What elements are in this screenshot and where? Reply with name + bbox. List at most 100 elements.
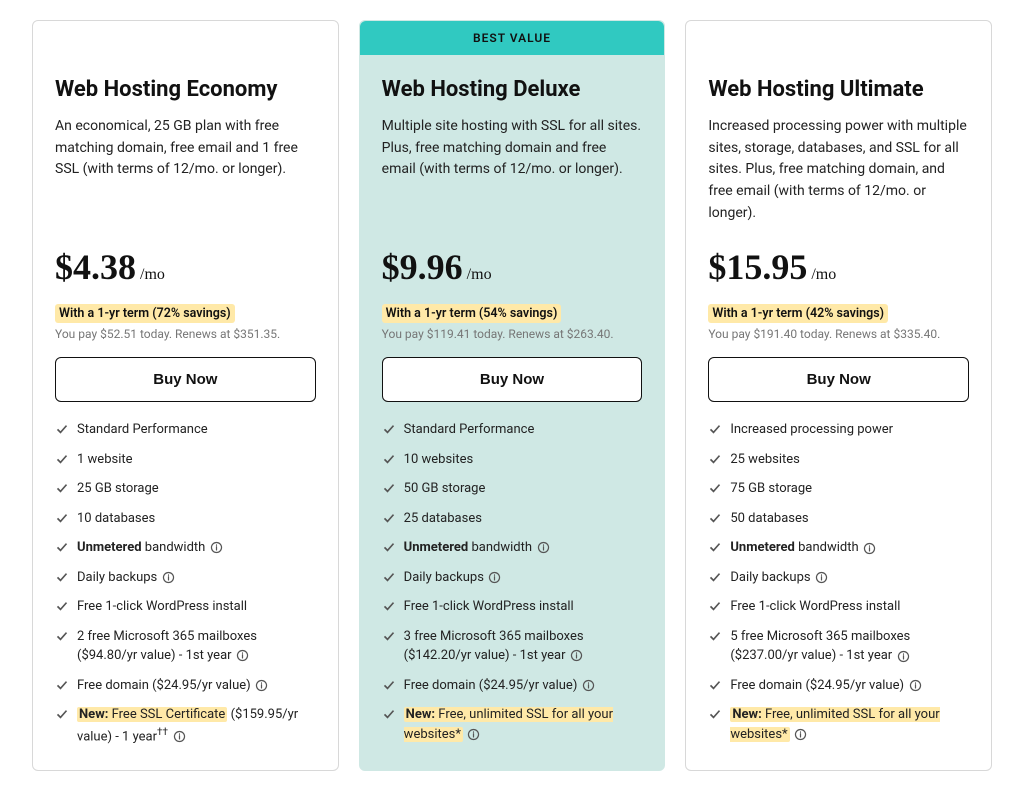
feature-item: New: Free, unlimited SSL for all your we… (382, 705, 643, 744)
plan-description: Multiple site hosting with SSL for all s… (382, 116, 643, 224)
info-icon[interactable] (536, 541, 550, 555)
info-icon[interactable] (172, 729, 186, 743)
check-icon (382, 707, 396, 721)
plan-card-ultimate: BEST VALUEWeb Hosting UltimateIncreased … (685, 20, 992, 771)
renew-text: You pay $52.51 today. Renews at $351.35. (55, 327, 316, 341)
check-icon (55, 452, 69, 466)
buy-now-button[interactable]: Buy Now (708, 357, 969, 402)
price-unit: /mo (140, 266, 165, 284)
feature-text: 3 free Microsoft 365 mailboxes ($142.20/… (404, 627, 643, 666)
feature-item: 10 websites (382, 450, 643, 470)
check-icon (708, 481, 722, 495)
feature-text: Free 1-click WordPress install (77, 597, 247, 617)
feature-item: Daily backups (708, 568, 969, 588)
feature-item: 50 databases (708, 509, 969, 529)
check-icon (55, 422, 69, 436)
feature-text: Daily backups (730, 568, 828, 588)
check-icon (708, 570, 722, 584)
plan-description: Increased processing power with multiple… (708, 116, 969, 224)
feature-item: 75 GB storage (708, 479, 969, 499)
plan-title: Web Hosting Economy (55, 77, 316, 102)
check-icon (382, 422, 396, 436)
feature-item: Daily backups (55, 568, 316, 588)
check-icon (708, 629, 722, 643)
info-icon[interactable] (236, 649, 250, 663)
plan-description: An economical, 25 GB plan with free matc… (55, 116, 316, 224)
price-amount: $15.95 (708, 246, 807, 288)
info-icon[interactable] (488, 570, 502, 584)
info-icon[interactable] (794, 728, 808, 742)
check-icon (708, 599, 722, 613)
feature-item: Free 1-click WordPress install (708, 597, 969, 617)
plan-card-economy: BEST VALUEWeb Hosting EconomyAn economic… (32, 20, 339, 771)
feature-item: Free domain ($24.95/yr value) (382, 676, 643, 696)
feature-item: 2 free Microsoft 365 mailboxes ($94.80/y… (55, 627, 316, 666)
feature-item: Free domain ($24.95/yr value) (708, 676, 969, 696)
price-amount: $4.38 (55, 246, 136, 288)
feature-item: New: Free SSL Certificate ($159.95/yr va… (55, 705, 316, 746)
feature-text: New: Free, unlimited SSL for all your we… (730, 705, 969, 744)
info-icon[interactable] (161, 570, 175, 584)
check-icon (382, 678, 396, 692)
price-unit: /mo (467, 266, 492, 284)
info-icon[interactable] (863, 541, 877, 555)
info-icon[interactable] (255, 678, 269, 692)
feature-text: 50 databases (730, 509, 808, 529)
info-icon[interactable] (908, 679, 922, 693)
renew-text: You pay $191.40 today. Renews at $335.40… (708, 327, 969, 341)
feature-text: Free 1-click WordPress install (730, 597, 900, 617)
feature-text: Unmetered bandwidth (730, 538, 876, 558)
check-icon (55, 570, 69, 584)
price-unit: /mo (811, 266, 836, 284)
feature-text: 2 free Microsoft 365 mailboxes ($94.80/y… (77, 627, 316, 666)
feature-item: Unmetered bandwidth (382, 538, 643, 558)
check-icon (382, 570, 396, 584)
check-icon (55, 481, 69, 495)
check-icon (708, 452, 722, 466)
feature-text: 10 websites (404, 450, 474, 470)
info-icon[interactable] (467, 727, 481, 741)
feature-text: Daily backups (77, 568, 175, 588)
check-icon (708, 422, 722, 436)
feature-text: Increased processing power (730, 420, 893, 440)
check-icon (55, 511, 69, 525)
feature-item: New: Free, unlimited SSL for all your we… (708, 705, 969, 744)
info-icon[interactable] (815, 571, 829, 585)
info-icon[interactable] (896, 649, 910, 663)
renew-text: You pay $119.41 today. Renews at $263.40… (382, 327, 643, 341)
feature-list: Standard Performance1 website25 GB stora… (55, 420, 316, 746)
check-icon (55, 599, 69, 613)
feature-item: Free domain ($24.95/yr value) (55, 676, 316, 696)
feature-list: Increased processing power25 websites75 … (708, 420, 969, 744)
feature-item: Increased processing power (708, 420, 969, 440)
feature-item: Unmetered bandwidth (708, 538, 969, 558)
price-row: $15.95/mo (708, 246, 969, 288)
plan-body: Web Hosting DeluxeMultiple site hosting … (360, 55, 665, 770)
feature-item: 25 GB storage (55, 479, 316, 499)
feature-item: 5 free Microsoft 365 mailboxes ($237.00/… (708, 627, 969, 666)
feature-text: 25 GB storage (77, 479, 159, 499)
feature-list: Standard Performance10 websites50 GB sto… (382, 420, 643, 744)
plan-body: Web Hosting Ultimate Increased processing… (686, 55, 991, 770)
buy-now-button[interactable]: Buy Now (55, 357, 316, 402)
check-icon (382, 511, 396, 525)
check-icon (382, 481, 396, 495)
info-icon[interactable] (570, 649, 584, 663)
info-icon[interactable] (581, 678, 595, 692)
info-icon[interactable] (209, 541, 223, 555)
feature-text: Free domain ($24.95/yr value) (404, 676, 596, 696)
plan-body: Web Hosting Economy An economical, 25 GB … (33, 55, 338, 770)
check-icon (382, 629, 396, 643)
feature-text: New: Free, unlimited SSL for all your we… (404, 705, 643, 744)
plan-title: Web Hosting Ultimate (708, 77, 969, 102)
savings-badge: With a 1-yr term (54% savings) (382, 304, 562, 323)
feature-text: 1 website (77, 450, 133, 470)
feature-text: 75 GB storage (730, 479, 812, 499)
pricing-plans: BEST VALUEWeb Hosting EconomyAn economic… (32, 20, 992, 771)
buy-now-button[interactable]: Buy Now (382, 357, 643, 402)
plan-card-deluxe: BEST VALUEWeb Hosting DeluxeMultiple sit… (359, 20, 666, 771)
feature-text: Unmetered bandwidth (404, 538, 550, 558)
check-icon (55, 678, 69, 692)
feature-item: Daily backups (382, 568, 643, 588)
savings-badge: With a 1-yr term (42% savings) (708, 304, 888, 323)
